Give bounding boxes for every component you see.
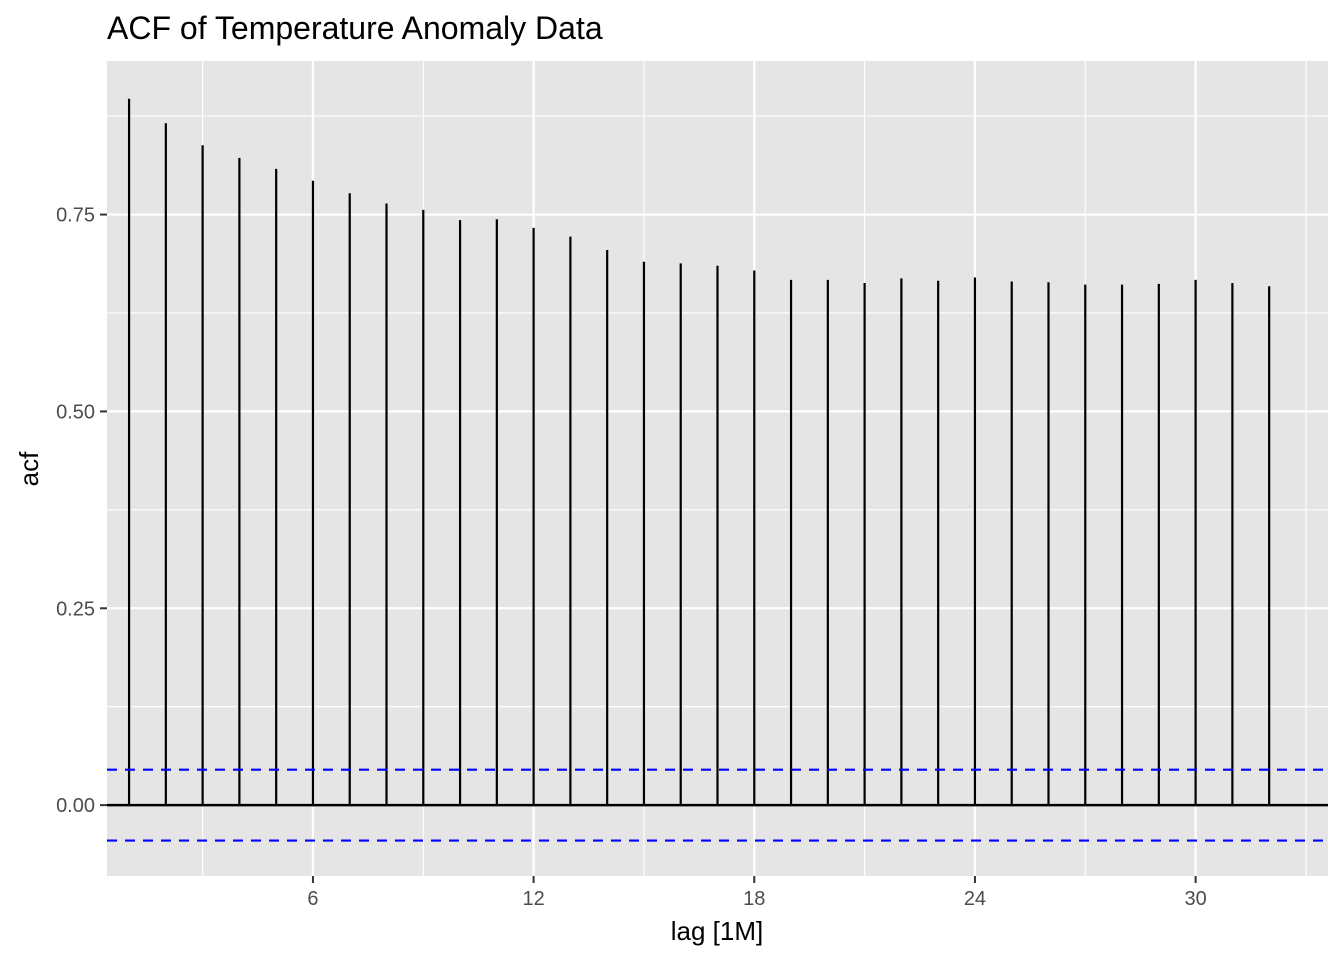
reference-lines bbox=[107, 768, 1328, 842]
x-tick-label: 18 bbox=[743, 888, 765, 910]
x-tick-label: 6 bbox=[307, 888, 318, 910]
y-axis-title: acf bbox=[14, 451, 44, 486]
x-tick-label: 24 bbox=[964, 888, 986, 910]
acf-segments bbox=[127, 98, 1271, 806]
y-tick-label: 0.00 bbox=[56, 795, 95, 817]
chart-title: ACF of Temperature Anomaly Data bbox=[107, 10, 603, 46]
x-tick-label: 30 bbox=[1184, 888, 1206, 910]
y-tick-label: 0.25 bbox=[56, 598, 95, 620]
y-axis: 0.00 0.25 0.50 0.75 bbox=[56, 205, 107, 817]
x-axis: 6 12 18 24 30 bbox=[307, 876, 1207, 910]
y-tick-label: 0.50 bbox=[56, 401, 95, 423]
x-tick-label: 12 bbox=[522, 888, 544, 910]
x-axis-title: lag [1M] bbox=[671, 916, 764, 946]
y-tick-label: 0.75 bbox=[56, 205, 95, 227]
